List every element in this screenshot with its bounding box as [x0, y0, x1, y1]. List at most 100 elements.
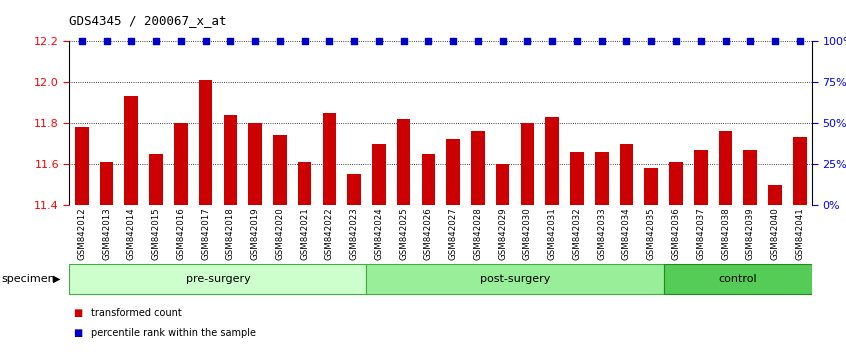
Text: GSM842040: GSM842040	[771, 207, 779, 260]
Text: GSM842035: GSM842035	[646, 207, 656, 260]
Text: GSM842016: GSM842016	[176, 207, 185, 260]
Point	[199, 38, 212, 44]
Point	[447, 38, 460, 44]
Point	[719, 38, 733, 44]
Bar	[619, 144, 634, 205]
Bar	[397, 119, 410, 205]
Text: GSM842014: GSM842014	[127, 207, 135, 260]
Text: percentile rank within the sample: percentile rank within the sample	[91, 328, 255, 338]
Bar	[372, 144, 386, 205]
Text: GSM842033: GSM842033	[597, 207, 607, 260]
Point	[546, 38, 559, 44]
Text: GSM842013: GSM842013	[102, 207, 111, 260]
Point	[619, 38, 633, 44]
Bar	[471, 131, 485, 205]
Point	[248, 38, 261, 44]
Point	[75, 38, 89, 44]
Bar	[223, 115, 237, 205]
Point	[595, 38, 608, 44]
Text: GSM842029: GSM842029	[498, 207, 507, 259]
Text: GSM842012: GSM842012	[77, 207, 86, 260]
Text: GSM842034: GSM842034	[622, 207, 631, 260]
Bar	[496, 164, 509, 205]
Bar	[199, 80, 212, 205]
Point	[520, 38, 534, 44]
Text: GSM842038: GSM842038	[721, 207, 730, 260]
Bar	[298, 162, 311, 205]
Bar	[595, 152, 608, 205]
Bar	[669, 162, 683, 205]
Bar	[322, 113, 336, 205]
Point	[100, 38, 113, 44]
Text: GSM842027: GSM842027	[448, 207, 458, 260]
Bar	[645, 168, 658, 205]
Bar	[694, 150, 707, 205]
Bar	[520, 123, 534, 205]
Bar	[719, 131, 733, 205]
Text: GSM842023: GSM842023	[349, 207, 359, 260]
Point	[570, 38, 584, 44]
Bar	[570, 152, 584, 205]
Bar	[793, 137, 806, 205]
Text: GSM842037: GSM842037	[696, 207, 706, 260]
Point	[124, 38, 138, 44]
Text: GSM842015: GSM842015	[151, 207, 161, 260]
Text: pre-surgery: pre-surgery	[185, 274, 250, 284]
Text: specimen: specimen	[2, 274, 56, 284]
Bar	[248, 123, 262, 205]
Point	[421, 38, 435, 44]
Text: GSM842030: GSM842030	[523, 207, 532, 260]
Bar	[75, 127, 89, 205]
FancyBboxPatch shape	[366, 264, 663, 294]
Text: GSM842025: GSM842025	[399, 207, 408, 260]
Point	[223, 38, 237, 44]
Bar	[124, 96, 138, 205]
Point	[298, 38, 311, 44]
Bar	[447, 139, 460, 205]
Text: GSM842019: GSM842019	[250, 207, 260, 259]
FancyBboxPatch shape	[663, 264, 812, 294]
Point	[174, 38, 188, 44]
Text: GSM842018: GSM842018	[226, 207, 235, 260]
FancyBboxPatch shape	[69, 264, 366, 294]
Point	[744, 38, 757, 44]
Point	[645, 38, 658, 44]
Text: GSM842041: GSM842041	[795, 207, 805, 260]
Point	[348, 38, 361, 44]
Text: ▶: ▶	[53, 274, 61, 284]
Bar	[348, 175, 361, 205]
Bar	[100, 162, 113, 205]
Text: GSM842024: GSM842024	[375, 207, 383, 260]
Text: ■: ■	[74, 308, 83, 318]
Point	[768, 38, 782, 44]
Text: GSM842039: GSM842039	[746, 207, 755, 259]
Bar	[273, 135, 287, 205]
Bar	[174, 123, 188, 205]
Point	[793, 38, 806, 44]
Point	[372, 38, 386, 44]
Point	[471, 38, 485, 44]
Point	[273, 38, 287, 44]
Bar	[149, 154, 162, 205]
Bar	[546, 117, 559, 205]
Text: GSM842022: GSM842022	[325, 207, 334, 260]
Point	[322, 38, 336, 44]
Point	[149, 38, 162, 44]
Text: GSM842031: GSM842031	[547, 207, 557, 260]
Text: GSM842032: GSM842032	[573, 207, 581, 260]
Text: GSM842036: GSM842036	[672, 207, 680, 260]
Text: GDS4345 / 200067_x_at: GDS4345 / 200067_x_at	[69, 14, 227, 27]
Text: GSM842017: GSM842017	[201, 207, 210, 260]
Text: post-surgery: post-surgery	[480, 274, 550, 284]
Text: GSM842028: GSM842028	[474, 207, 482, 260]
Text: GSM842020: GSM842020	[275, 207, 284, 260]
Bar	[768, 185, 782, 205]
Text: GSM842026: GSM842026	[424, 207, 433, 260]
Point	[669, 38, 683, 44]
Text: control: control	[718, 274, 757, 284]
Text: transformed count: transformed count	[91, 308, 181, 318]
Bar	[744, 150, 757, 205]
Bar	[421, 154, 435, 205]
Text: GSM842021: GSM842021	[300, 207, 309, 260]
Text: ■: ■	[74, 328, 83, 338]
